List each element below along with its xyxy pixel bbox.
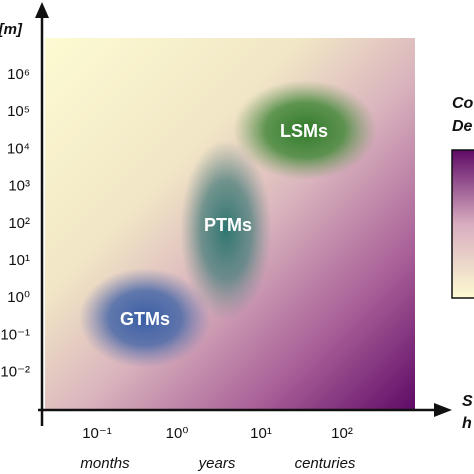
region-label: GTMs: [120, 309, 170, 329]
lsm-region: [233, 80, 377, 180]
y-tick-label: 10⁴: [7, 140, 30, 157]
x-tick-label: 10⁰: [166, 425, 189, 442]
y-tick-label: 10¹: [8, 252, 30, 269]
y-tick-label: 10⁻²: [0, 364, 30, 381]
x-tick-label: 10²: [331, 425, 353, 442]
y-unit: [m]: [0, 21, 23, 38]
x-axis-label: h: [462, 415, 472, 432]
y-tick-label: 10⁻¹: [0, 326, 30, 343]
colorbar-label: Co: [452, 95, 474, 112]
x-tick-label: 10⁻¹: [82, 425, 112, 442]
x-category-label: years: [198, 455, 236, 472]
y-arrow: [35, 2, 49, 18]
x-arrow: [434, 403, 452, 417]
y-tick-label: 10²: [8, 215, 30, 232]
y-tick-label: 10⁵: [7, 103, 30, 120]
y-tick-label: 10⁰: [7, 289, 30, 306]
ptm-region: [180, 140, 272, 320]
y-tick-label: 10³: [8, 178, 30, 195]
y-tick-label: 10⁶: [7, 66, 30, 83]
colorbar-label: De: [452, 118, 473, 135]
x-axis-label: S: [462, 393, 473, 410]
x-category-label: centuries: [295, 455, 356, 472]
colorbar: [451, 149, 474, 299]
x-tick-label: 10¹: [250, 425, 272, 442]
x-category-label: months: [80, 455, 130, 472]
gtm-region: [79, 268, 211, 368]
region-label: LSMs: [280, 121, 328, 141]
region-label: PTMs: [204, 215, 252, 235]
